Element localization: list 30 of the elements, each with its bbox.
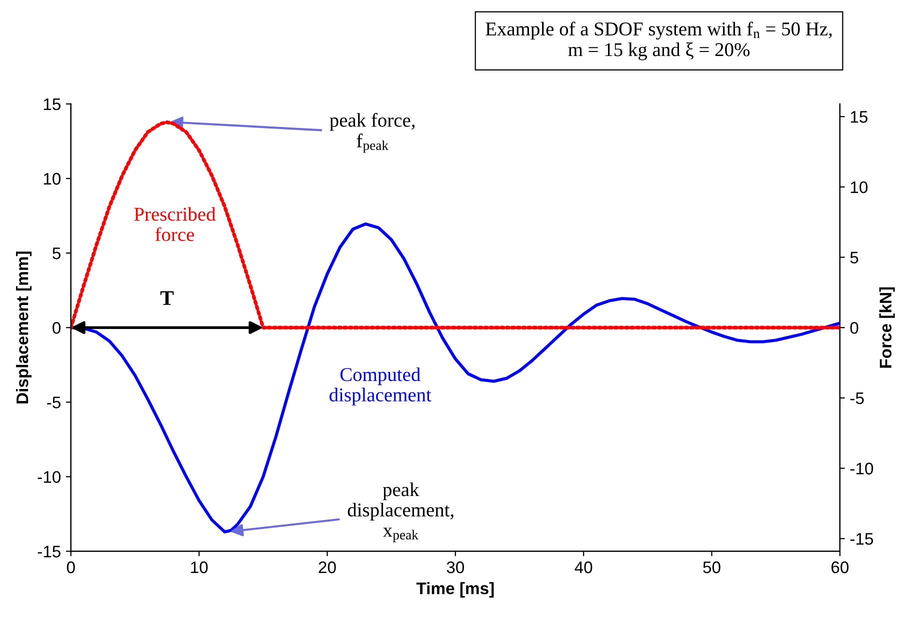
annotation: peak force, f$_{peak}$ <box>330 112 415 153</box>
x-tick-label: 60 <box>831 561 849 574</box>
y-tick-label: -5 <box>47 396 60 408</box>
y2-tick-label: -5 <box>850 392 864 404</box>
y2-axis-title: Force [kN] <box>879 287 895 368</box>
x-tick-label: 30 <box>446 561 464 574</box>
y2-tick-label: -15 <box>850 533 874 545</box>
x-tick-label: 10 <box>191 561 208 574</box>
y2-tick-label: 5 <box>850 252 858 264</box>
x-tick-label: 40 <box>574 561 592 574</box>
x-axis-title: Time [ms] <box>416 582 494 598</box>
y-tick-label: 15 <box>44 98 60 110</box>
y-axis-title: Displacement [mm] <box>16 252 32 404</box>
x-tick-label: 0 <box>66 561 75 574</box>
y-tick-label: -15 <box>38 546 60 558</box>
y-tick-label: 0 <box>52 322 61 334</box>
y-tick-label: 5 <box>52 248 60 260</box>
x-tick-label: 50 <box>703 561 720 574</box>
y2-tick-label: 10 <box>850 181 868 194</box>
y2-tick-label: 15 <box>850 111 868 123</box>
series-label: Prescribed force <box>134 207 216 242</box>
chart-title: Example of a SDOF system with f$_{n}$ = 50 Hz, m = 15 kg and ξ = 20% <box>486 22 832 60</box>
y-tick-label: -10 <box>38 471 61 483</box>
x-tick-label: 20 <box>318 561 336 574</box>
series-label: Computed displacement <box>330 367 432 406</box>
annotation: T <box>160 291 174 305</box>
annotation: peak displacement, x$_{peak}$ <box>348 482 454 542</box>
y-tick-label: 10 <box>44 172 61 185</box>
y2-tick-label: -10 <box>850 462 874 474</box>
y2-tick-label: 0 <box>850 322 858 334</box>
